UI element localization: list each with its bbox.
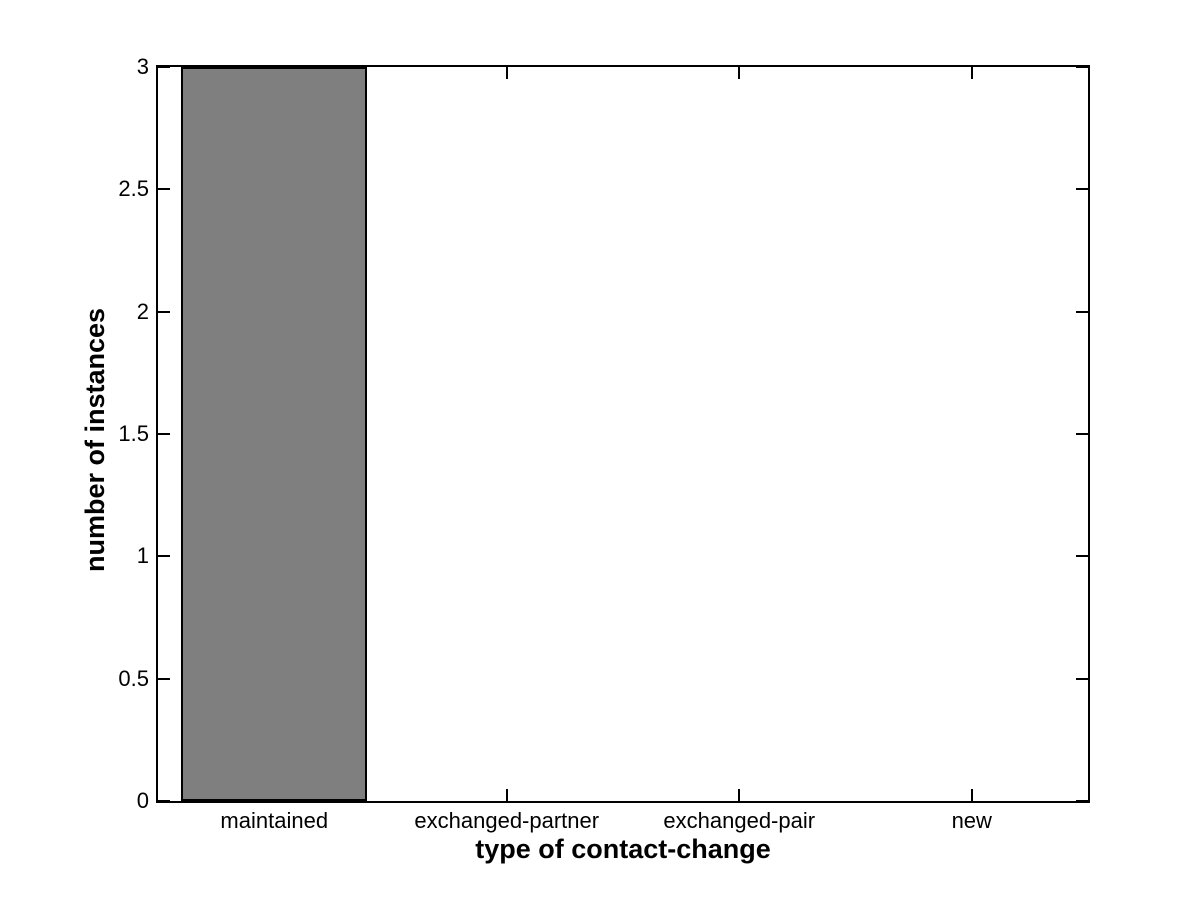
- y-tick-mark: [158, 433, 170, 435]
- y-tick-label: 2.5: [118, 176, 149, 202]
- y-tick-mark: [158, 555, 170, 558]
- x-tick-mark-top: [738, 67, 741, 79]
- plot-area: [156, 65, 1090, 803]
- y-tick-mark: [158, 188, 170, 191]
- y-tick-label: 1: [136, 543, 149, 569]
- y-axis-label: number of instances: [80, 307, 110, 573]
- y-tick-label: 0: [136, 788, 149, 813]
- y-tick-mark-right: [1076, 433, 1088, 435]
- x-tick-mark: [738, 789, 741, 801]
- x-tick-label: maintained: [220, 808, 329, 833]
- y-tick-mark: [158, 310, 170, 313]
- x-tick-mark: [970, 789, 973, 801]
- y-tick-mark-right: [1076, 555, 1088, 558]
- y-tick-mark-right: [1076, 188, 1088, 191]
- x-tick-mark: [505, 789, 508, 801]
- y-tick-mark: [158, 677, 170, 680]
- x-axis-label: type of contact-change: [475, 834, 771, 864]
- y-tick-mark: [158, 800, 170, 802]
- x-tick-mark-top: [505, 67, 508, 79]
- bar-maintained: [181, 67, 368, 801]
- x-tick-mark-top: [970, 67, 973, 79]
- y-tick-label: 0.5: [118, 665, 149, 691]
- y-tick-label: 1.5: [118, 421, 149, 446]
- y-tick-mark-right: [1076, 800, 1088, 802]
- y-tick-label: 3: [136, 54, 149, 79]
- x-tick-label: exchanged-pair: [663, 808, 816, 833]
- x-tick-label: new: [951, 808, 992, 833]
- y-tick-mark-right: [1076, 66, 1088, 68]
- y-tick-mark-right: [1076, 677, 1088, 680]
- bars-layer: [158, 67, 1088, 801]
- y-tick-mark-right: [1076, 310, 1088, 313]
- y-tick-mark: [158, 66, 170, 68]
- y-tick-label: 2: [136, 298, 149, 324]
- x-tick-label: exchanged-partner: [414, 808, 600, 833]
